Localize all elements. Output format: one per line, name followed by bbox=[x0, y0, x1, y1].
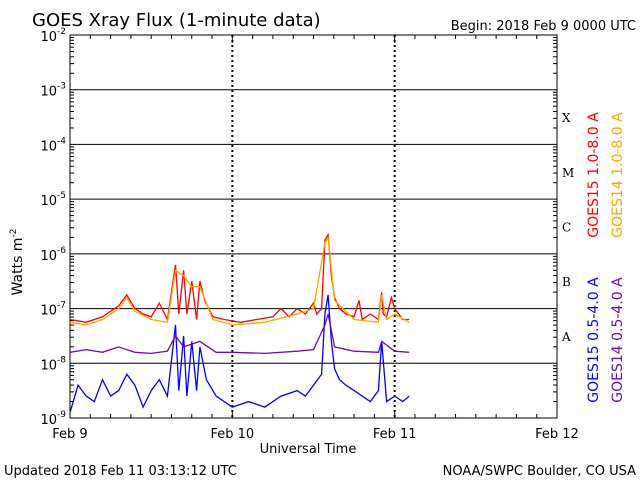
flare-class-label: M bbox=[562, 166, 574, 180]
credit-label: NOAA/SWPC Boulder, CO USA bbox=[443, 464, 636, 479]
y-axis-label-superscript: -2 bbox=[9, 229, 19, 238]
legend-label: GOES14 0.5-4.0 A bbox=[610, 277, 626, 403]
x-tick-label: Feb 9 bbox=[52, 427, 87, 442]
y-tick-label: 10-4 bbox=[40, 136, 66, 154]
y-tick-label: 10-5 bbox=[40, 191, 66, 209]
y-tick-label: 10-9 bbox=[40, 410, 66, 428]
x-tick-label: Feb 10 bbox=[210, 427, 254, 442]
y-tick-label: 10-8 bbox=[40, 355, 66, 373]
flare-class-label: B bbox=[562, 275, 571, 289]
series-line bbox=[69, 313, 410, 355]
flare-class-label: A bbox=[561, 330, 571, 344]
x-tick-label: Feb 11 bbox=[373, 427, 417, 442]
flare-class-label: X bbox=[562, 111, 571, 125]
legend-label: GOES14 1.0-8.0 A bbox=[610, 112, 626, 238]
updated-label: Updated 2018 Feb 11 03:13:12 UTC bbox=[4, 464, 237, 479]
begin-label: Begin: 2018 Feb 9 0000 UTC bbox=[451, 19, 636, 34]
flare-class-label: C bbox=[562, 221, 571, 235]
plot-frame bbox=[69, 34, 558, 419]
y-axis-label-main: Watts m bbox=[10, 238, 26, 296]
legend-label: GOES15 1.0-8.0 A bbox=[586, 112, 602, 238]
y-axis-label: Watts m-2 bbox=[9, 229, 26, 296]
y-tick-label: 10-2 bbox=[40, 27, 66, 45]
y-tick-label: 10-7 bbox=[40, 301, 66, 319]
x-axis-label: Universal Time bbox=[260, 442, 357, 457]
series-line bbox=[69, 235, 410, 326]
x-tick-label: Feb 12 bbox=[535, 427, 579, 442]
y-tick-label: 10-3 bbox=[40, 82, 66, 100]
y-tick-label: 10-6 bbox=[40, 246, 66, 264]
chart-title: GOES Xray Flux (1-minute data) bbox=[32, 10, 321, 31]
series-line bbox=[69, 232, 410, 323]
series-line bbox=[69, 294, 410, 413]
legend-label: GOES15 0.5-4.0 A bbox=[586, 277, 602, 403]
